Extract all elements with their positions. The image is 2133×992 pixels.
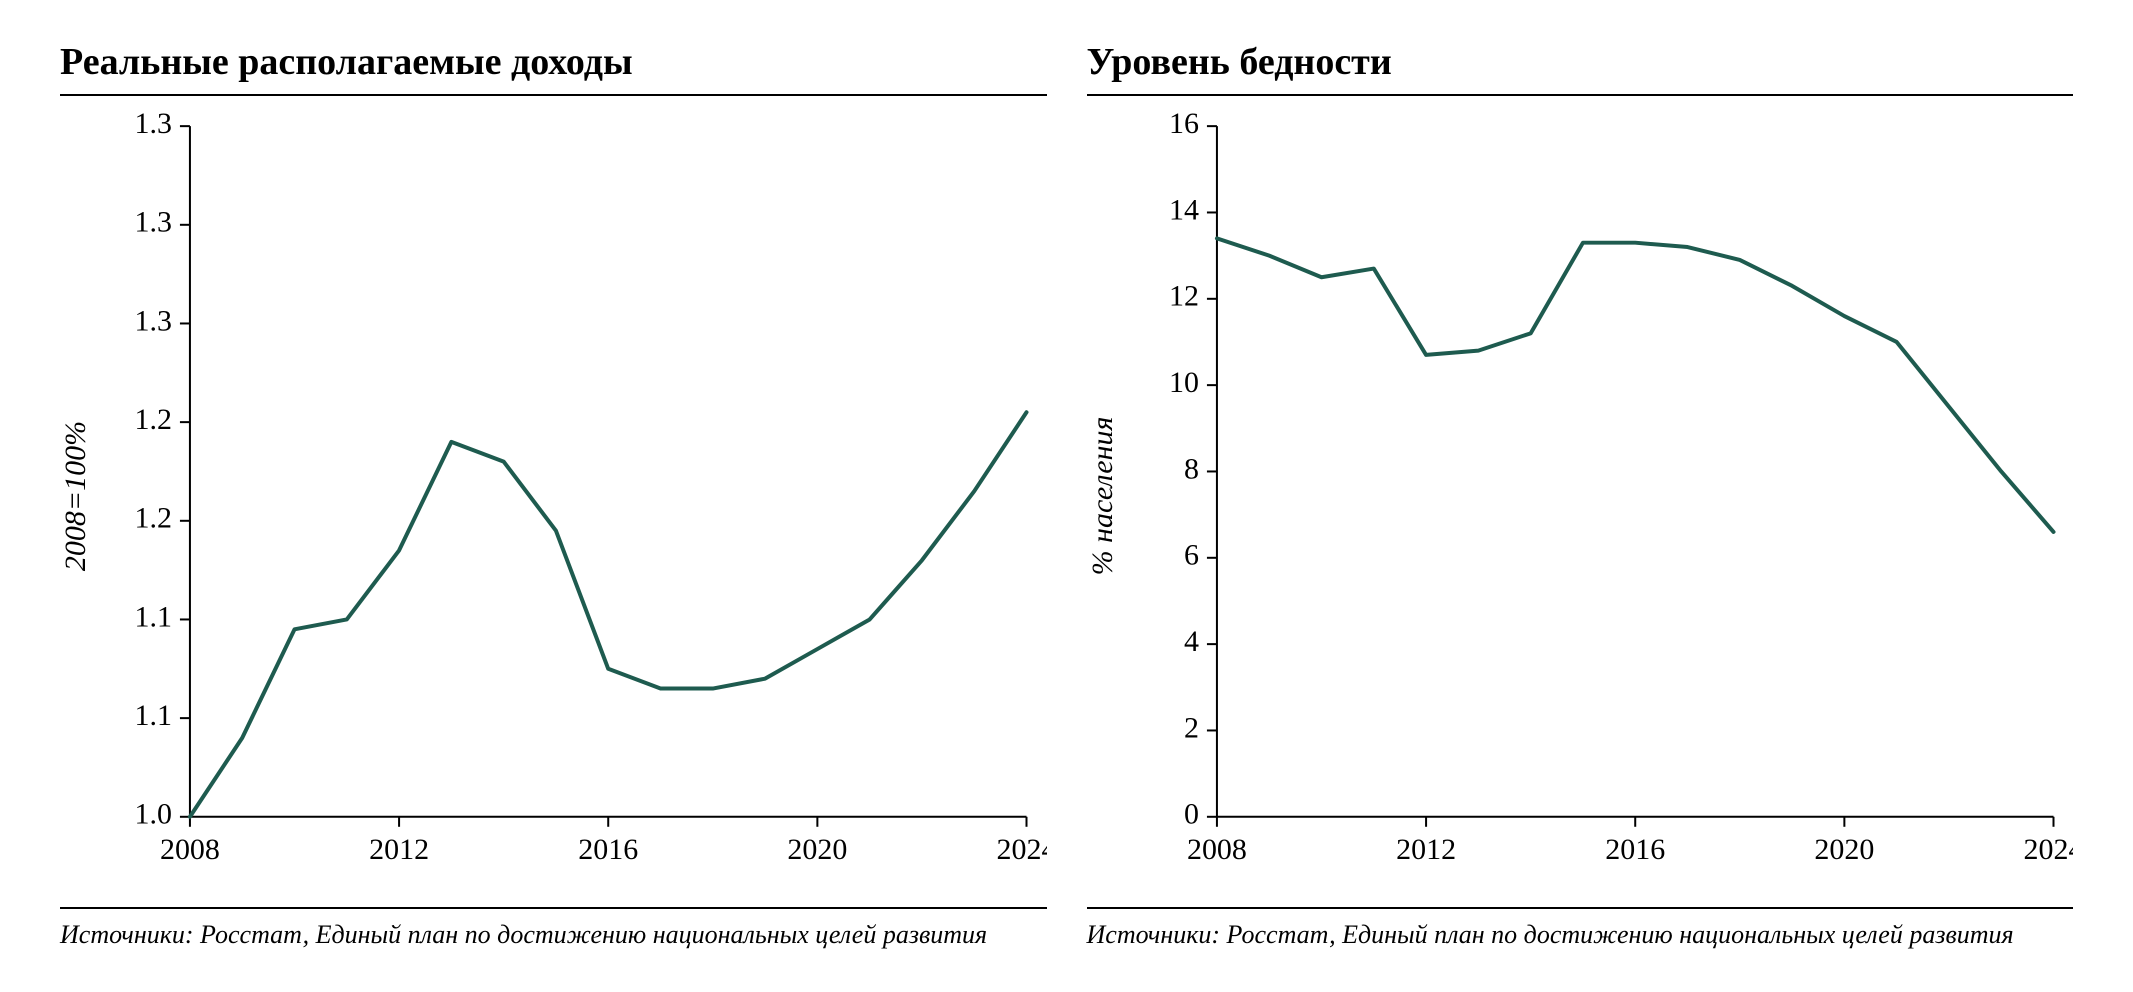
x-tick-label: 2020 <box>1814 833 1874 866</box>
x-tick-label: 2012 <box>369 833 429 866</box>
y-tick-label: 12 <box>1168 280 1198 313</box>
x-tick-label: 2016 <box>1605 833 1665 866</box>
right-y-axis-label: % населения <box>1086 417 1120 576</box>
left-title: Реальные располагаемые доходы <box>60 40 1047 96</box>
axis <box>190 126 1027 817</box>
y-tick-label: 2 <box>1183 711 1198 744</box>
y-tick-label: 16 <box>1168 107 1198 140</box>
right-panel: Уровень бедности % населения 0 2 4 6 8 10 12 14… <box>1087 40 2074 952</box>
right-chart: 0 2 4 6 8 10 12 14 16 2008 2012 2016 2020 2024 <box>1087 106 2074 887</box>
left-y-axis-label: 2008=100% <box>59 421 93 571</box>
series-line <box>190 412 1027 817</box>
page: Реальные располагаемые доходы 2008=100% … <box>0 0 2133 992</box>
right-title: Уровень бедности <box>1087 40 2074 96</box>
axis <box>1216 126 2053 817</box>
x-tick-label: 2008 <box>160 833 220 866</box>
y-tick-label: 10 <box>1168 366 1198 399</box>
y-tick-label: 1.3 <box>134 206 171 239</box>
left-chart-wrap: 2008=100% 1.0 1.1 1.1 1.2 1.2 1.3 1.3 1.3 2008 20… <box>60 106 1047 887</box>
y-tick-label: 1.1 <box>134 699 171 732</box>
y-tick-label: 1.3 <box>134 107 171 140</box>
right-footer: Источники: Росстат, Единый план по дости… <box>1087 907 2074 952</box>
left-chart: 1.0 1.1 1.1 1.2 1.2 1.3 1.3 1.3 2008 2012 2016 2020… <box>60 106 1047 887</box>
x-tick-label: 2008 <box>1186 833 1246 866</box>
y-tick-label: 1.2 <box>134 403 171 436</box>
left-footer: Источники: Росстат, Единый план по дости… <box>60 907 1047 952</box>
x-tick-label: 2016 <box>578 833 638 866</box>
x-tick-label: 2024 <box>2023 833 2073 866</box>
y-tick-label: 0 <box>1183 798 1198 831</box>
series-line <box>1216 238 2053 532</box>
y-tick-label: 14 <box>1168 193 1198 226</box>
left-panel: Реальные располагаемые доходы 2008=100% … <box>60 40 1047 952</box>
y-tick-label: 4 <box>1183 625 1198 658</box>
right-chart-wrap: % населения 0 2 4 6 8 10 12 14 16 2008 2012 2016 202… <box>1087 106 2074 887</box>
x-tick-label: 2024 <box>997 833 1047 866</box>
y-tick-label: 1.1 <box>134 600 171 633</box>
x-tick-label: 2012 <box>1396 833 1456 866</box>
y-tick-label: 1.3 <box>134 304 171 337</box>
y-tick-label: 1.2 <box>134 502 171 535</box>
y-tick-label: 8 <box>1183 452 1198 485</box>
y-tick-label: 6 <box>1183 539 1198 572</box>
y-tick-label: 1.0 <box>134 798 171 831</box>
x-tick-label: 2020 <box>787 833 847 866</box>
